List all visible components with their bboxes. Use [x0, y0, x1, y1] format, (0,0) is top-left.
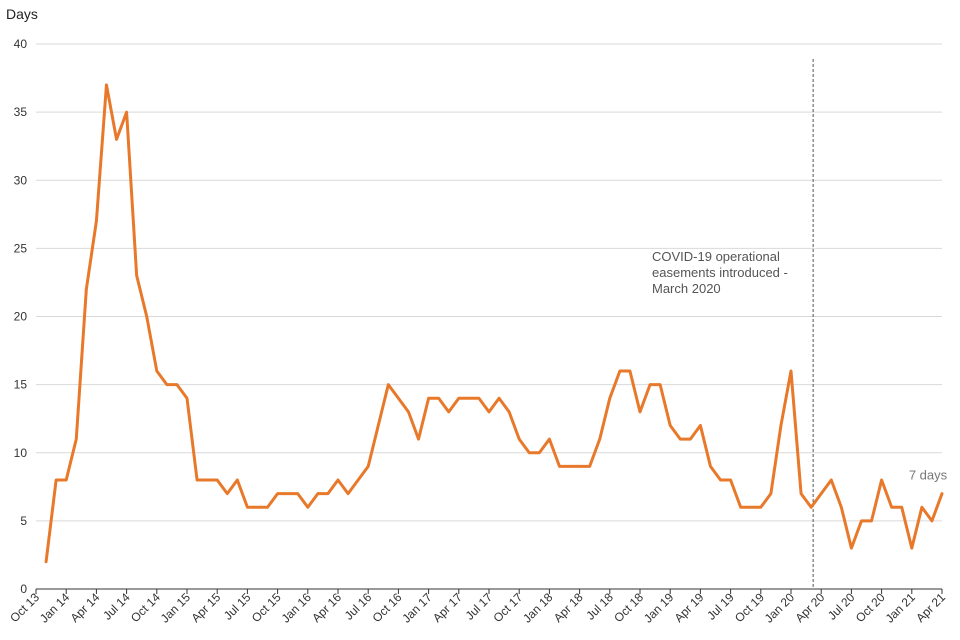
x-tick-label: Apr 14 — [68, 590, 103, 625]
x-tick-label: Apr 21 — [913, 590, 948, 625]
x-tick-label: Oct 16 — [370, 590, 405, 625]
x-tick-label: Jan 16 — [279, 590, 315, 626]
x-tick-label: Oct 17 — [490, 590, 525, 625]
y-tick-label: 15 — [14, 378, 28, 392]
x-tick-label: Jan 20 — [762, 590, 798, 626]
series-line — [44, 83, 944, 564]
x-tick-label: Apr 17 — [430, 590, 465, 625]
x-tick-label: Jan 17 — [399, 590, 435, 626]
x-tick-label: Oct 20 — [853, 590, 888, 625]
y-tick-label: 10 — [14, 446, 28, 460]
x-tick-label: Oct 14 — [128, 590, 163, 625]
covid-annotation-line: March 2020 — [652, 281, 721, 296]
x-tick-label: Jul 16 — [342, 590, 375, 623]
x-tick-label: Apr 20 — [792, 590, 827, 625]
x-tick-label: Jul 14 — [100, 590, 133, 623]
x-tick-label: Oct 15 — [249, 590, 284, 625]
y-axis-ticks: 0 5 10 15 20 25 30 35 40 — [14, 37, 28, 596]
y-tick-label: 5 — [20, 514, 27, 528]
x-tick-label: Apr 18 — [551, 590, 586, 625]
x-tick-label: Jul 17 — [463, 590, 496, 623]
x-tick-label: Jul 19 — [704, 590, 737, 623]
x-tick-label: Jul 20 — [825, 590, 858, 623]
y-tick-label: 30 — [14, 173, 28, 187]
y-tick-label: 35 — [14, 105, 28, 119]
covid-annotation-line: COVID-19 operational — [652, 249, 780, 264]
x-tick-label: Jul 18 — [583, 590, 616, 623]
x-tick-label: Oct 19 — [732, 590, 767, 625]
y-axis-title: Days — [6, 6, 38, 22]
x-tick-label: Apr 16 — [309, 590, 344, 625]
covid-annotation-line: easements introduced - — [652, 265, 788, 280]
x-tick-label: Apr 19 — [672, 590, 707, 625]
x-tick-label: Jan 14 — [37, 590, 73, 626]
x-tick-label: Jul 15 — [221, 590, 254, 623]
x-tick-label: Apr 15 — [188, 590, 223, 625]
x-tick-label: Jan 21 — [883, 590, 919, 626]
end-value-label: 7 days — [909, 468, 948, 483]
y-tick-label: 20 — [14, 310, 28, 324]
x-tick-label: Jan 19 — [641, 590, 677, 626]
gridlines — [36, 43, 942, 522]
x-tick-label: Jan 15 — [158, 590, 194, 626]
y-tick-label: 40 — [14, 37, 28, 51]
y-tick-label: 25 — [14, 241, 28, 255]
x-tick-label: Jan 18 — [520, 590, 556, 626]
x-tick-label: Oct 18 — [611, 590, 646, 625]
y-tick-label: 0 — [20, 582, 27, 596]
